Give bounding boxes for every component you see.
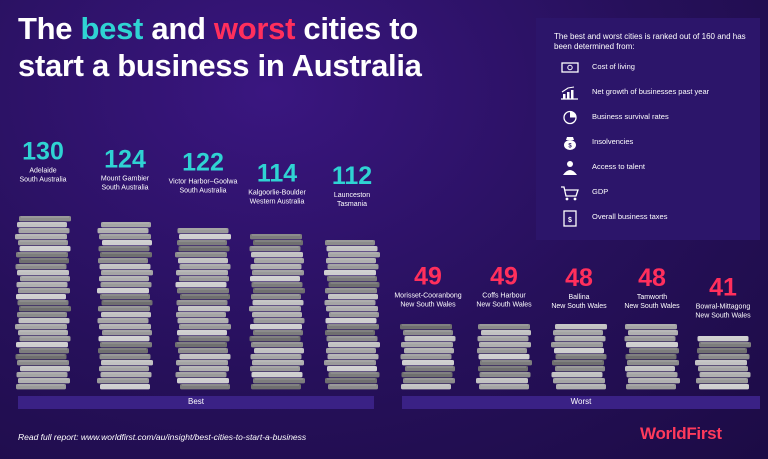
pie-chart-icon	[563, 110, 577, 125]
bar-value-label: 49	[414, 263, 442, 291]
bar-city-label: Coffs Harbour	[482, 293, 526, 300]
page-title: The best and worst cities to start a bus…	[18, 10, 422, 84]
money-icon	[561, 62, 579, 73]
legend-item: $ Overall business taxes	[554, 208, 754, 227]
coin-stack-bar	[175, 228, 231, 390]
coin-stack-bar	[551, 324, 607, 390]
cart-icon	[561, 186, 579, 201]
bar-value-label: 114	[257, 159, 297, 187]
tax-document-icon: $	[563, 210, 577, 227]
bar-value-label: 122	[182, 148, 224, 176]
legend-panel: The best and worst cities is ranked out …	[536, 18, 760, 240]
bar-value-label: 112	[332, 162, 372, 190]
coin-stack-bar	[97, 222, 153, 390]
bar-region-label: New South Wales	[551, 303, 607, 310]
title-line-2: start a business in Australia	[18, 48, 422, 83]
bar-region-label: New South Wales	[624, 303, 680, 310]
worst-group-bar: Worst	[402, 396, 760, 409]
coin-stack-bar	[476, 324, 532, 390]
legend-item-label: Cost of living	[592, 62, 635, 71]
legend-item: $ Insolvencies	[554, 133, 754, 151]
coin-stack-bar	[15, 216, 71, 390]
legend-item: Business survival rates	[554, 108, 754, 126]
legend-item: Cost of living	[554, 58, 754, 76]
legend-item-label: Overall business taxes	[592, 212, 668, 221]
bar-region-label: Tasmania	[337, 201, 367, 208]
legend-item: Net growth of businesses past year	[554, 83, 754, 101]
talent-icon	[563, 161, 577, 175]
bar-region-label: New South Wales	[476, 302, 532, 309]
title-worst-word: worst	[213, 11, 296, 46]
legend-item-label: Insolvencies	[592, 137, 634, 146]
coin-stack-bar	[249, 234, 305, 390]
bar-value-label: 49	[490, 263, 518, 291]
worst-group-label: Worst	[570, 397, 592, 406]
bar-value-label: 124	[104, 146, 146, 174]
bar-city-label: Adelaide	[29, 167, 56, 174]
growth-chart-icon	[561, 86, 578, 100]
title-text: and	[143, 11, 214, 46]
bar-city-label: Victor Harbor–Goolwa	[169, 178, 238, 185]
legend-item-label: GDP	[592, 187, 609, 196]
bar-region-label: New South Wales	[695, 313, 751, 320]
coin-stack-bar	[324, 240, 380, 390]
money-bag-icon: $	[564, 137, 576, 150]
coin-stack-bar	[400, 324, 456, 390]
bar-value-label: 41	[709, 274, 737, 302]
worldfirst-logo: WorldFirst	[640, 424, 722, 443]
legend-item-label: Net growth of businesses past year	[592, 87, 710, 96]
footer-link[interactable]: Read full report: www.worldfirst.com/au/…	[18, 432, 307, 442]
legend-item: Access to talent	[554, 158, 754, 176]
bar-city-label: Morisset-Cooranbong	[394, 293, 461, 300]
bar-value-label: 130	[22, 137, 64, 165]
legend-intro: The best and worst cities is ranked out …	[554, 32, 746, 51]
bar-value-label: 48	[638, 264, 666, 292]
bar-city-label: Tamworth	[637, 294, 667, 301]
bar-region-label: South Australia	[101, 185, 148, 192]
legend-item: GDP	[554, 183, 754, 201]
best-group-label: Best	[187, 397, 204, 406]
coin-stack-bar	[624, 324, 680, 390]
legend-item-label: Business survival rates	[592, 112, 669, 121]
title-best-word: best	[80, 11, 144, 46]
bar-region-label: South Australia	[179, 187, 226, 194]
bar-city-label: Ballina	[568, 294, 589, 301]
legend-item-label: Access to talent	[592, 162, 645, 171]
bar-city-label: Kalgoorlie-Boulder	[248, 189, 306, 196]
bar-region-label: Western Australia	[250, 198, 305, 205]
bar-region-label: New South Wales	[400, 302, 456, 309]
bar-region-label: South Australia	[19, 176, 66, 183]
svg-text:$: $	[568, 144, 572, 150]
title-text: The	[18, 11, 81, 46]
bar-city-label: Mount Gambier	[101, 176, 150, 183]
svg-text:$: $	[568, 217, 572, 224]
bar-value-label: 48	[565, 264, 593, 292]
bar-city-label: Launceston	[334, 192, 370, 199]
bar-city-label: Bowral-Mittagong	[696, 304, 751, 311]
best-group-bar: Best	[18, 396, 374, 409]
coin-stack-bar	[695, 336, 751, 390]
title-text: cities to	[295, 11, 418, 46]
